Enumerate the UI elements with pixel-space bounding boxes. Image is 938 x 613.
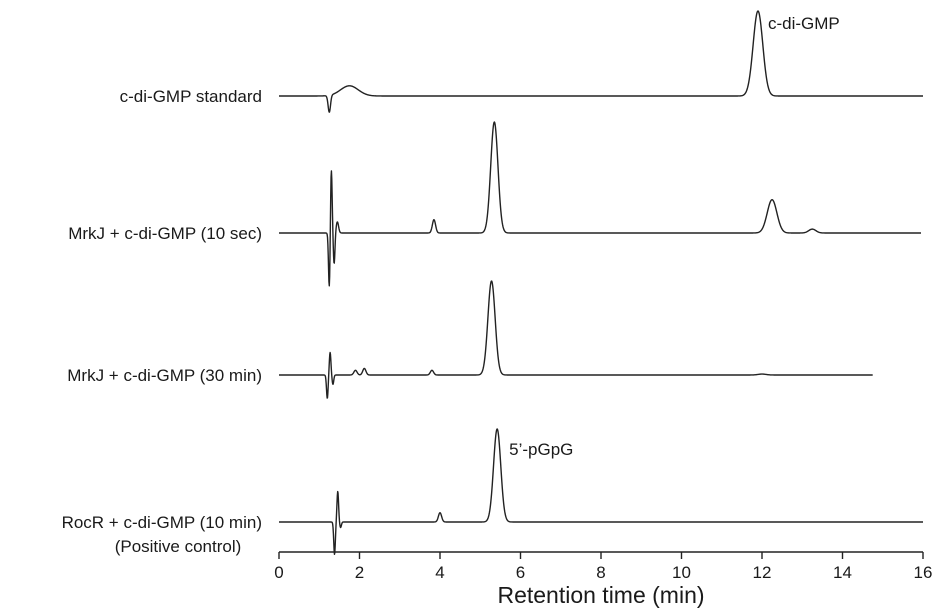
x-tick-label: 12 xyxy=(753,563,772,582)
x-ticks-group: 0 2 4 6 8 10 12 14 16 xyxy=(274,552,932,582)
peak-labels-group: c-di-GMP 5’-pGpG xyxy=(509,14,840,459)
trace-label-4: RocR + c-di-GMP (10 min) xyxy=(62,513,262,532)
trace-mrkj-c-di-gmp-30-min xyxy=(278,280,874,399)
x-tick-label: 6 xyxy=(516,563,525,582)
trace-label-2: MrkJ + c-di-GMP (10 sec) xyxy=(68,224,262,243)
trace-labels-group: c-di-GMP standard MrkJ + c-di-GMP (10 sec… xyxy=(62,87,262,532)
x-axis: 0 2 4 6 8 10 12 14 16 xyxy=(274,551,932,582)
positive-control-note: (Positive control) xyxy=(115,537,242,556)
x-tick-label: 4 xyxy=(435,563,444,582)
x-tick-label: 8 xyxy=(596,563,605,582)
x-tick-label: 14 xyxy=(833,563,852,582)
trace-c-di-gmp-standard xyxy=(278,10,924,113)
x-axis-title: Retention time (min) xyxy=(497,582,704,608)
trace-label-1: c-di-GMP standard xyxy=(120,87,262,106)
x-tick-label: 2 xyxy=(355,563,364,582)
traces-group xyxy=(278,10,924,556)
trace-label-3: MrkJ + c-di-GMP (30 min) xyxy=(67,366,262,385)
peak-label-2: 5’-pGpG xyxy=(509,440,573,459)
peak-label-1: c-di-GMP xyxy=(768,14,840,33)
trace-rocr-c-di-gmp-10-min xyxy=(278,428,924,556)
x-tick-label: 10 xyxy=(672,563,691,582)
x-tick-label: 0 xyxy=(274,563,283,582)
x-tick-label: 16 xyxy=(914,563,933,582)
trace-mrkj-c-di-gmp-10-sec xyxy=(278,121,922,287)
